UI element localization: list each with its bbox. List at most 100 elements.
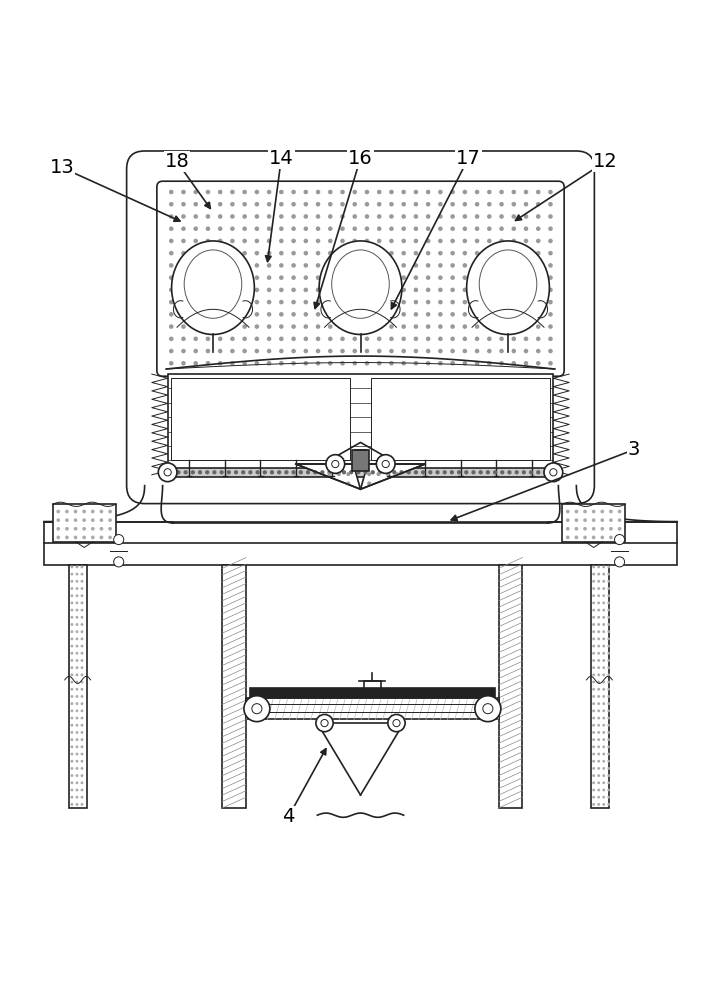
Circle shape [76,796,78,798]
Circle shape [255,301,258,304]
Circle shape [536,362,540,365]
Circle shape [544,463,562,482]
Circle shape [593,674,594,676]
Circle shape [243,190,247,194]
Circle shape [598,703,599,704]
Circle shape [243,349,247,353]
Circle shape [292,325,295,328]
Circle shape [169,239,173,243]
Circle shape [76,775,78,776]
Circle shape [593,602,594,604]
Circle shape [243,337,247,340]
Circle shape [280,215,283,218]
Circle shape [524,325,528,328]
Circle shape [304,288,307,291]
Circle shape [92,510,94,513]
Circle shape [603,775,604,776]
Circle shape [501,471,504,474]
Circle shape [603,746,604,748]
Circle shape [536,227,540,230]
Circle shape [71,725,73,726]
Circle shape [243,362,247,365]
Circle shape [371,471,374,474]
Circle shape [267,288,270,291]
Circle shape [267,349,270,353]
Circle shape [194,252,198,255]
Circle shape [603,617,604,618]
Circle shape [451,337,454,340]
Circle shape [71,696,73,697]
Circle shape [81,631,83,632]
Circle shape [608,581,609,582]
Circle shape [451,349,454,353]
Circle shape [206,252,210,255]
Circle shape [71,717,73,719]
Circle shape [598,595,599,596]
Circle shape [475,215,479,218]
Circle shape [76,595,78,596]
Circle shape [194,349,198,353]
Circle shape [267,203,270,206]
Circle shape [610,528,612,530]
Circle shape [280,252,283,255]
Circle shape [169,227,173,230]
Circle shape [366,325,368,328]
Circle shape [608,674,609,676]
Circle shape [512,337,516,340]
Circle shape [353,362,356,365]
Circle shape [280,349,283,353]
Circle shape [390,325,393,328]
Circle shape [255,215,258,218]
Circle shape [317,288,319,291]
Text: 12: 12 [593,152,618,171]
Circle shape [71,796,73,798]
Circle shape [71,617,73,618]
Circle shape [314,471,317,474]
Circle shape [366,301,368,304]
Circle shape [443,471,446,474]
Circle shape [256,471,259,474]
Circle shape [415,203,417,206]
Circle shape [255,203,258,206]
Circle shape [500,215,503,218]
Circle shape [598,581,599,582]
Circle shape [353,276,356,279]
Circle shape [194,362,198,365]
Circle shape [464,190,466,194]
Circle shape [206,276,210,279]
Circle shape [182,288,185,291]
Circle shape [439,215,442,218]
Circle shape [494,471,497,474]
Circle shape [390,190,393,194]
Circle shape [603,768,604,769]
Circle shape [206,337,210,340]
Circle shape [353,227,356,230]
Circle shape [328,473,331,475]
Circle shape [249,471,252,474]
Circle shape [603,588,604,589]
Text: 14: 14 [269,149,293,168]
Circle shape [608,703,609,704]
Polygon shape [360,464,425,489]
Circle shape [231,264,234,267]
Circle shape [329,313,332,316]
Circle shape [536,325,540,328]
Circle shape [231,276,234,279]
Circle shape [598,789,599,791]
Circle shape [341,288,344,291]
Circle shape [169,325,173,328]
Circle shape [608,566,609,568]
Circle shape [603,653,604,654]
Circle shape [451,471,454,474]
Circle shape [402,203,405,206]
Circle shape [316,714,333,732]
Ellipse shape [466,241,549,334]
Circle shape [255,349,258,353]
Circle shape [81,739,83,740]
Circle shape [451,203,454,206]
Circle shape [194,227,198,230]
Circle shape [243,276,247,279]
Circle shape [255,325,258,328]
Circle shape [390,362,393,365]
Circle shape [390,313,393,316]
